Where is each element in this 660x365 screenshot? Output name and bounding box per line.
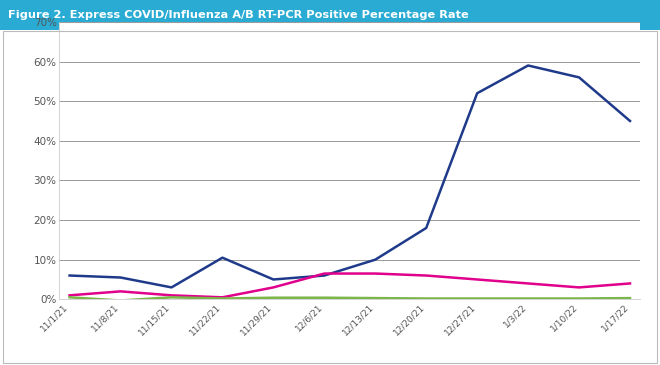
PCR Influenza A xyxy=(269,285,277,289)
PCR Influenza A xyxy=(117,289,125,293)
PCR Influenza B xyxy=(473,296,481,301)
PCR COVID-19 xyxy=(65,273,73,278)
PCR COVID-19 xyxy=(575,75,583,80)
PCR COVID-19 xyxy=(626,119,634,123)
PCR COVID-19 xyxy=(372,257,380,262)
PCR COVID-19 xyxy=(524,63,532,68)
PCR Influenza A xyxy=(168,293,176,297)
Line: PCR Influenza B: PCR Influenza B xyxy=(69,297,630,300)
PCR COVID-19 xyxy=(269,277,277,282)
PCR COVID-19 xyxy=(218,255,226,260)
PCR Influenza B xyxy=(626,296,634,300)
Line: PCR COVID-19: PCR COVID-19 xyxy=(69,65,630,287)
PCR COVID-19 xyxy=(473,91,481,95)
PCR Influenza A xyxy=(575,285,583,289)
PCR Influenza A xyxy=(473,277,481,282)
PCR Influenza A xyxy=(320,271,328,276)
PCR Influenza A xyxy=(524,281,532,286)
PCR Influenza B xyxy=(524,296,532,301)
PCR COVID-19 xyxy=(422,226,430,230)
PCR Influenza B xyxy=(65,295,73,300)
Line: PCR Influenza A: PCR Influenza A xyxy=(69,273,630,297)
PCR Influenza A xyxy=(422,273,430,278)
PCR Influenza B xyxy=(117,298,125,303)
PCR COVID-19 xyxy=(168,285,176,289)
PCR Influenza A xyxy=(372,271,380,276)
PCR Influenza B xyxy=(320,296,328,300)
PCR Influenza B xyxy=(168,295,176,300)
PCR Influenza A xyxy=(65,293,73,297)
Text: Figure 2. Express COVID/Influenza A/B RT-PCR Positive Percentage Rate: Figure 2. Express COVID/Influenza A/B RT… xyxy=(8,10,469,20)
PCR COVID-19 xyxy=(320,273,328,278)
PCR Influenza B xyxy=(269,296,277,300)
PCR Influenza B xyxy=(422,296,430,301)
PCR Influenza A xyxy=(218,295,226,300)
PCR COVID-19 xyxy=(117,275,125,280)
PCR Influenza B xyxy=(372,296,380,300)
PCR Influenza A xyxy=(626,281,634,286)
PCR Influenza B xyxy=(218,296,226,301)
PCR Influenza B xyxy=(575,296,583,301)
